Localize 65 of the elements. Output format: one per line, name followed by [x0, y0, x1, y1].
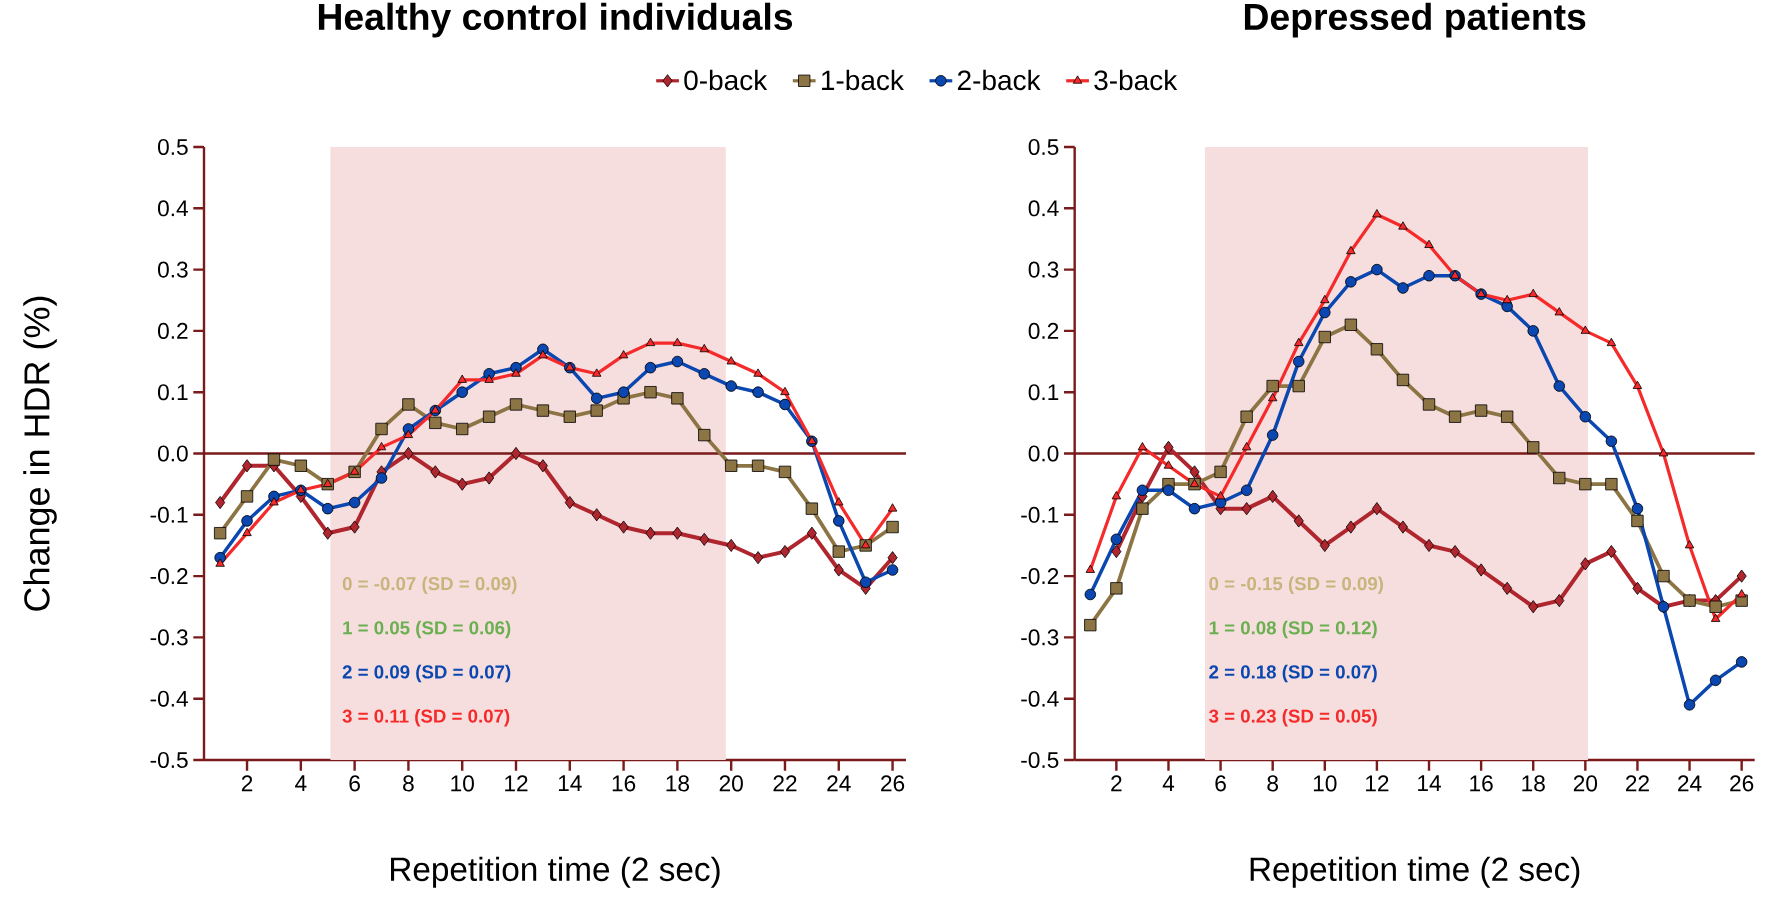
legend-label: 1-back	[822, 69, 904, 91]
y-tick-label: 0.5	[1028, 138, 1059, 156]
y-tick-label: 0.0	[1028, 445, 1059, 462]
y-tick-label: 0.3	[1028, 261, 1059, 278]
annotation: 2 = 0.09 (SD = 0.07)	[342, 664, 511, 683]
y-tick-label: -0.4	[150, 690, 188, 707]
annotation: 1 = 0.05 (SD = 0.06)	[343, 620, 511, 639]
x-tick-label: 18	[1522, 775, 1545, 792]
annotation: 3 = 0.23 (SD = 0.05)	[1209, 709, 1377, 727]
x-tick-label: 22	[773, 775, 797, 792]
y-tick-label: -0.5	[150, 751, 188, 769]
y-tick-label: 0.2	[1028, 322, 1059, 339]
legend-label: 3-back	[1094, 69, 1178, 91]
chart-title: Healthy control individuals	[318, 2, 793, 38]
x-tick-label: 2	[1111, 775, 1122, 792]
y-tick-label: -0.2	[1021, 568, 1059, 585]
y-tick-label: -0.3	[150, 629, 188, 646]
x-tick-label: 6	[1215, 775, 1226, 792]
x-tick-label: 4	[295, 775, 307, 791]
x-tick-label: 20	[719, 775, 743, 792]
y-tick-label: 0.0	[157, 445, 188, 462]
x-tick-label: 22	[1625, 775, 1649, 792]
y-tick-label: 0.1	[1028, 384, 1059, 401]
x-tick-label: 6	[349, 775, 360, 792]
x-tick-label: 24	[1678, 775, 1702, 792]
y-tick-label: 0.1	[157, 384, 188, 401]
y-tick-label: -0.4	[1021, 690, 1059, 707]
y-axis-title: Change in HDR (%)	[23, 296, 57, 611]
x-tick-label: 12	[1366, 775, 1389, 792]
legend-label: 0-back	[684, 69, 768, 91]
y-tick-label: -0.3	[1021, 629, 1059, 646]
x-tick-label: 2	[241, 775, 253, 792]
annotation: 2 = 0.18 (SD = 0.07)	[1209, 664, 1377, 683]
x-tick-label: 4	[1162, 775, 1175, 791]
x-tick-label: 20	[1573, 775, 1598, 792]
annotation: 1 = 0.08 (SD = 0.12)	[1209, 620, 1377, 639]
y-tick-label: -0.5	[1021, 751, 1059, 769]
y-tick-label: 0.2	[157, 322, 188, 339]
y-tick-label: 0.4	[1028, 200, 1059, 217]
y-tick-label: 0.5	[157, 138, 188, 156]
x-axis-title: Repetition time (2 sec)	[391, 856, 720, 888]
x-tick-label: 14	[558, 775, 582, 791]
y-tick-label: 0.4	[157, 200, 188, 217]
x-tick-label: 24	[827, 775, 851, 792]
x-tick-label: 12	[505, 775, 528, 792]
x-tick-label: 10	[451, 775, 474, 792]
chart-title: Depressed patients	[1244, 2, 1586, 38]
y-tick-label: -0.2	[150, 568, 188, 585]
x-tick-label: 8	[403, 775, 414, 792]
x-tick-label: 16	[612, 775, 636, 792]
annotation: 0 = -0.15 (SD = 0.09)	[1209, 576, 1383, 594]
x-tick-label: 10	[1313, 775, 1337, 792]
x-tick-label: 26	[1730, 775, 1754, 792]
x-axis-title: Repetition time (2 sec)	[1250, 856, 1580, 888]
y-tick-label: -0.1	[150, 506, 188, 523]
x-tick-label: 26	[881, 775, 905, 792]
annotation: 0 = -0.07 (SD = 0.09)	[342, 576, 517, 594]
x-tick-label: 18	[666, 775, 690, 792]
y-tick-label: 0.3	[157, 261, 188, 278]
annotation: 3 = 0.11 (SD = 0.07)	[342, 709, 510, 727]
x-tick-label: 8	[1267, 775, 1279, 792]
x-tick-label: 14	[1418, 775, 1441, 791]
legend-label: 2-back	[957, 69, 1041, 91]
x-tick-label: 16	[1470, 775, 1493, 792]
y-tick-label: -0.1	[1021, 506, 1059, 523]
